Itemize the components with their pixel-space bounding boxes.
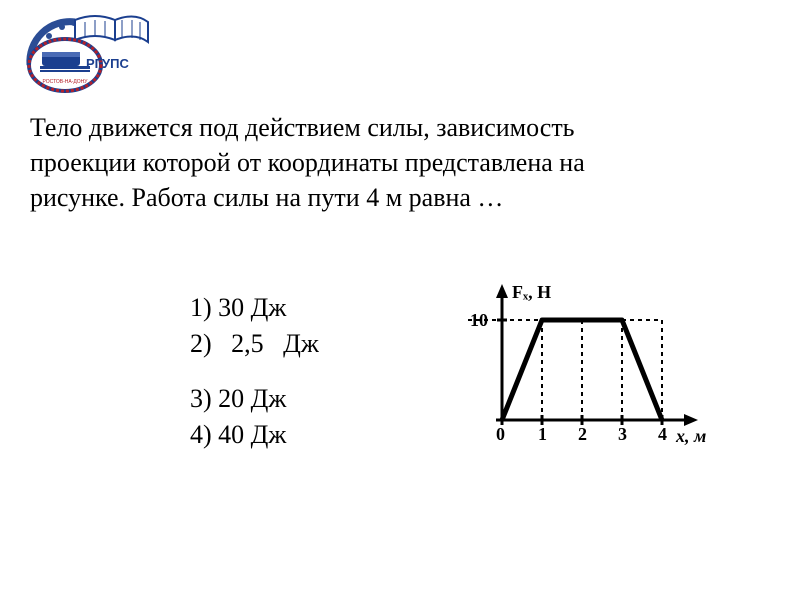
answer-4: 4) 40 Дж — [190, 417, 319, 453]
x-tick-1: 1 — [538, 424, 547, 444]
logo-name: РГУПС — [86, 56, 129, 71]
answer-3: 3) 20 Дж — [190, 381, 319, 417]
logo-city: РОСТОВ-НА-ДОНУ — [43, 79, 89, 85]
institution-logo: РГУПС РОСТОВ-НА-ДОНУ — [20, 10, 150, 95]
problem-line-2: проекции которой от координаты представл… — [30, 145, 750, 180]
x-tick-0: 0 — [496, 424, 505, 444]
force-vs-position-chart: 10 0 1 2 3 4 Fₓ, Н x, м — [460, 280, 710, 450]
answer-2: 2) 2,5 Дж — [190, 326, 319, 362]
x-axis-label: x, м — [675, 426, 706, 446]
answer-options: 1) 30 Дж 2) 2,5 Дж 3) 20 Дж 4) 40 Дж — [190, 290, 319, 454]
problem-statement: Тело движется под действием силы, зависи… — [30, 110, 750, 215]
problem-line-1: Тело движется под действием силы, зависи… — [30, 110, 750, 145]
x-tick-2: 2 — [578, 424, 587, 444]
y-axis-label: Fₓ, Н — [512, 282, 551, 302]
answer-1: 1) 30 Дж — [190, 290, 319, 326]
x-tick-4: 4 — [658, 424, 667, 444]
problem-line-3: рисунке. Работа силы на пути 4 м равна … — [30, 180, 750, 215]
x-tick-3: 3 — [618, 424, 627, 444]
